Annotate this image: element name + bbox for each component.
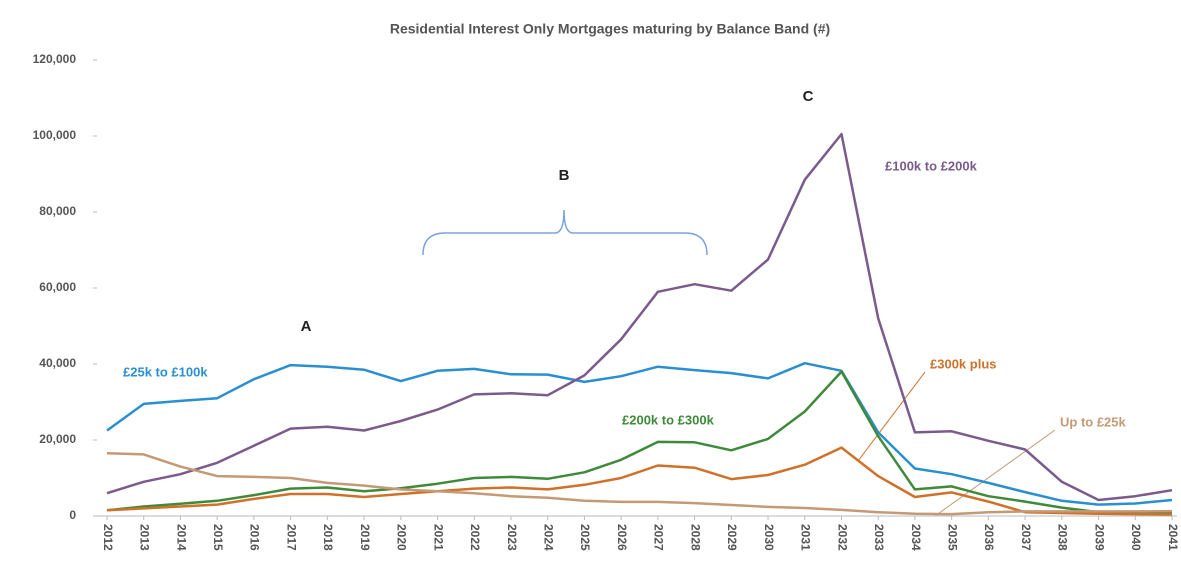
x-tick-label: 2020 bbox=[395, 524, 409, 551]
annotation: B bbox=[559, 167, 570, 184]
series-line bbox=[106, 132, 1173, 502]
x-tick-label: 2039 bbox=[1092, 524, 1106, 551]
x-tick-label: 2013 bbox=[138, 524, 152, 551]
series-label: £25k to £100k bbox=[123, 364, 208, 379]
y-tick-label: 0 bbox=[69, 508, 76, 522]
y-tick-label: 100,000 bbox=[33, 128, 77, 142]
brace bbox=[422, 209, 708, 256]
annotation: C bbox=[803, 88, 814, 105]
x-tick-label: 2019 bbox=[358, 524, 372, 551]
x-tick-label: 2022 bbox=[468, 524, 482, 551]
x-tick-label: 2026 bbox=[615, 524, 629, 551]
y-tick-label: 20,000 bbox=[39, 432, 76, 446]
series-line bbox=[106, 370, 1173, 515]
x-tick-label: 2012 bbox=[101, 524, 115, 551]
annotation: A bbox=[301, 318, 312, 335]
x-tick-label: 2037 bbox=[1019, 524, 1033, 551]
x-tick-label: 2033 bbox=[872, 524, 886, 551]
x-tick-label: 2034 bbox=[909, 524, 923, 551]
chart-title: Residential Interest Only Mortgages matu… bbox=[390, 21, 830, 37]
leader-line bbox=[934, 429, 1056, 517]
x-tick-label: 2018 bbox=[321, 524, 335, 551]
x-tick-label: 2036 bbox=[982, 524, 996, 551]
x-tick-label: 2029 bbox=[725, 524, 739, 551]
x-tick-label: 2016 bbox=[248, 524, 262, 551]
series-label: £100k to £200k bbox=[885, 158, 978, 173]
series-line bbox=[106, 361, 1173, 506]
x-tick-label: 2023 bbox=[505, 524, 519, 551]
series-label: £300k plus bbox=[930, 356, 997, 371]
x-tick-label: 2030 bbox=[762, 524, 776, 551]
x-tick-label: 2028 bbox=[688, 524, 702, 551]
x-tick-label: 2015 bbox=[211, 524, 225, 551]
x-tick-label: 2014 bbox=[174, 524, 188, 551]
x-tick-label: 2031 bbox=[799, 524, 813, 551]
leader-line bbox=[857, 371, 926, 462]
x-tick-label: 2024 bbox=[542, 524, 556, 551]
x-tick-label: 2035 bbox=[945, 524, 959, 551]
y-tick-label: 80,000 bbox=[39, 204, 76, 218]
series-line bbox=[106, 452, 1173, 516]
x-tick-label: 2038 bbox=[1056, 524, 1070, 551]
x-tick-label: 2017 bbox=[284, 524, 298, 551]
series-label: Up to £25k bbox=[1060, 414, 1127, 429]
x-tick-label: 2027 bbox=[652, 524, 666, 551]
series-line bbox=[106, 446, 1173, 516]
x-tick-label: 2041 bbox=[1166, 524, 1180, 551]
series-label: £200k to £300k bbox=[622, 412, 715, 427]
y-tick-label: 40,000 bbox=[39, 356, 76, 370]
y-tick-label: 120,000 bbox=[33, 52, 77, 66]
x-tick-label: 2032 bbox=[835, 524, 849, 551]
x-tick-label: 2025 bbox=[578, 524, 592, 551]
y-tick-label: 60,000 bbox=[39, 280, 76, 294]
x-tick-label: 2021 bbox=[431, 524, 445, 551]
x-tick-label: 2040 bbox=[1129, 524, 1143, 551]
